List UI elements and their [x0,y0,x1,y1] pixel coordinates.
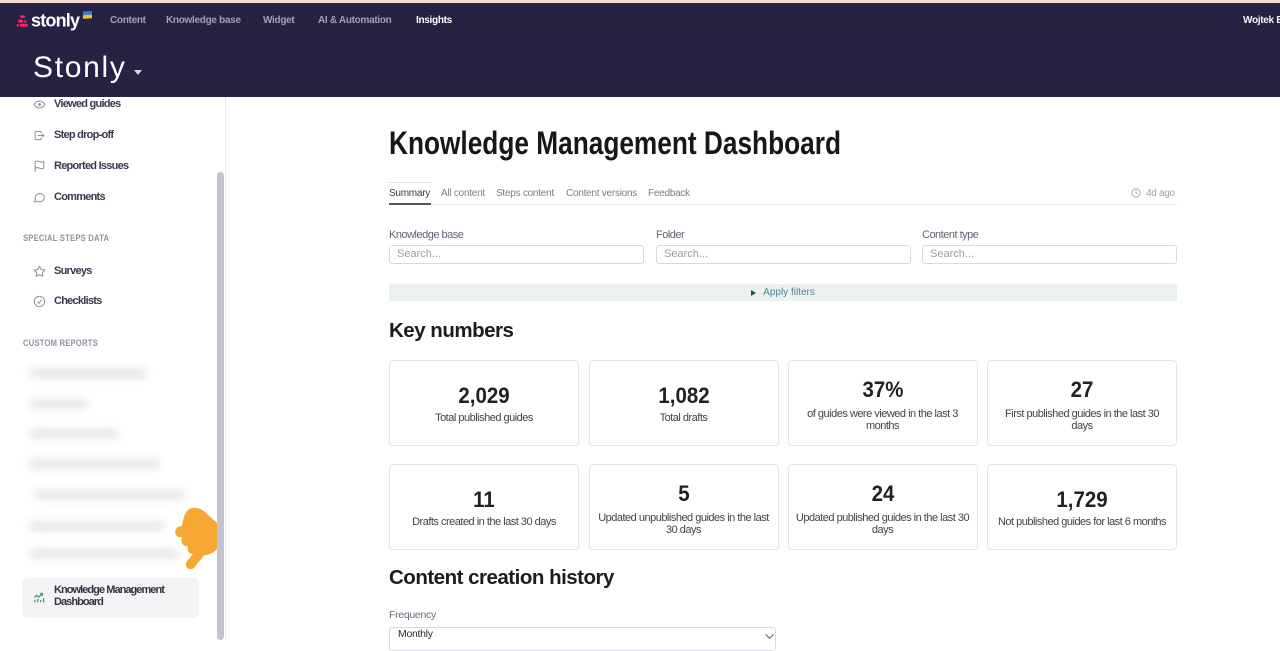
svg-text:stonly: stonly [31,11,80,31]
